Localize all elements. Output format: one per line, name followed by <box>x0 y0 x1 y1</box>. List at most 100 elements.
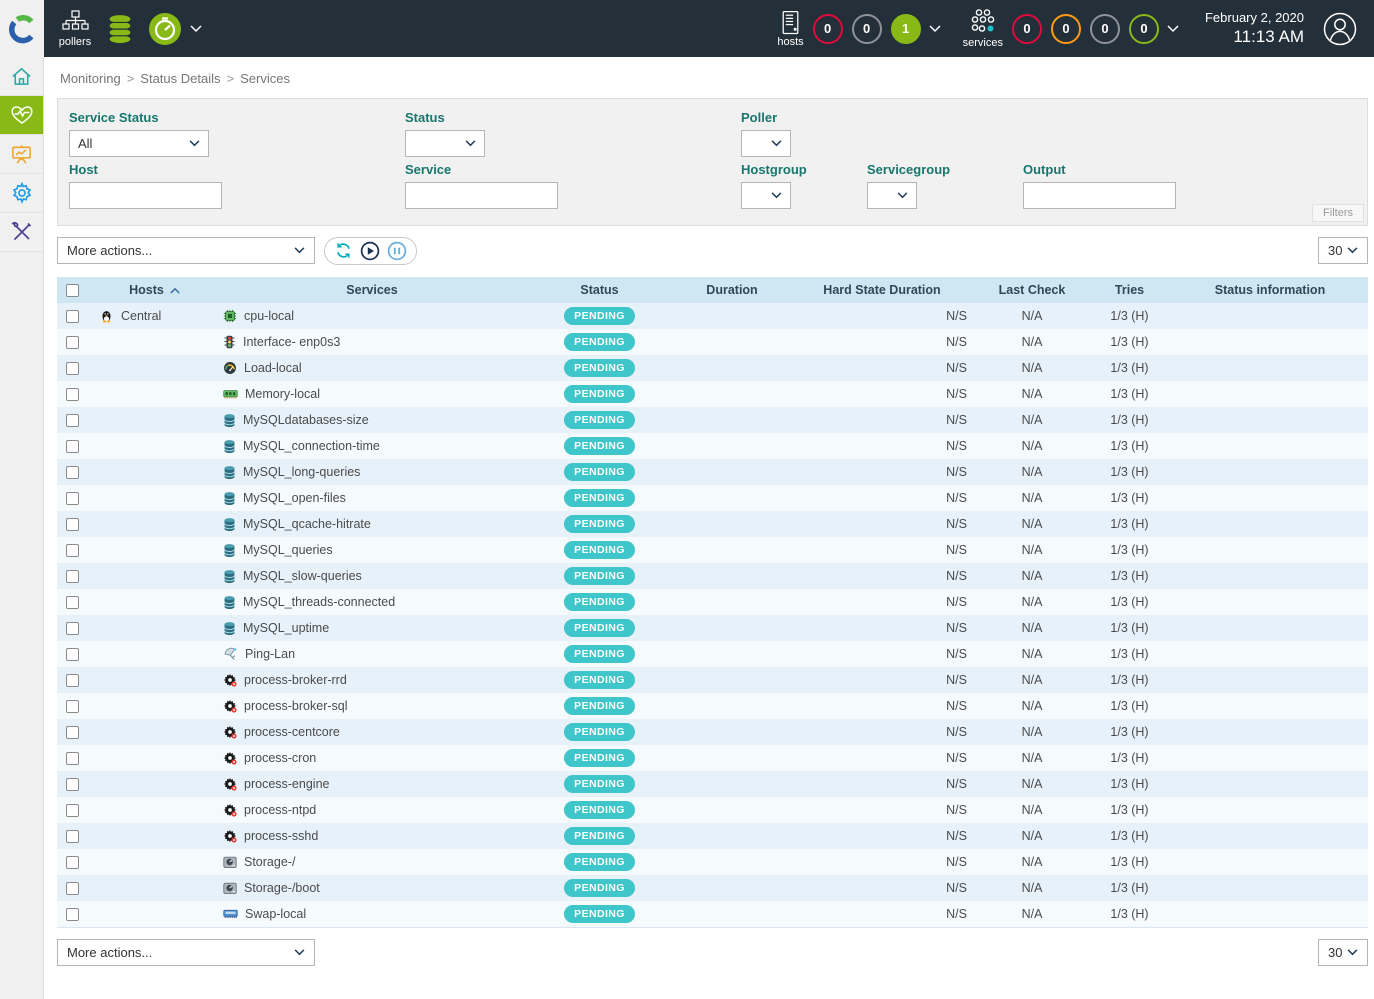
row-checkbox[interactable] <box>66 492 79 505</box>
poller-select[interactable] <box>741 130 791 157</box>
row-checkbox[interactable] <box>66 700 79 713</box>
column-header-tries[interactable]: Tries <box>1087 283 1172 297</box>
service-name[interactable]: Interface- enp0s3 <box>243 335 340 349</box>
row-checkbox[interactable] <box>66 856 79 869</box>
service-name[interactable]: Storage-/boot <box>244 881 320 895</box>
output-input[interactable] <box>1023 182 1176 209</box>
service-name[interactable]: Memory-local <box>245 387 320 401</box>
row-checkbox[interactable] <box>66 388 79 401</box>
column-header-duration[interactable]: Duration <box>677 283 787 297</box>
services-warning-badge[interactable]: 0 <box>1051 14 1081 44</box>
sidebar-item-administration[interactable] <box>0 213 43 252</box>
row-checkbox[interactable] <box>66 570 79 583</box>
service-name[interactable]: MySQLdatabases-size <box>243 413 369 427</box>
column-header-hard-state-duration[interactable]: Hard State Duration <box>787 283 977 297</box>
service-name[interactable]: Ping-Lan <box>245 647 295 661</box>
sidebar-item-configuration[interactable] <box>0 174 43 213</box>
row-checkbox[interactable] <box>66 882 79 895</box>
column-header-status-information[interactable]: Status information <box>1172 283 1368 297</box>
service-name[interactable]: MySQL_queries <box>243 543 333 557</box>
row-checkbox[interactable] <box>66 622 79 635</box>
service-status-select[interactable]: All <box>69 130 209 157</box>
row-checkbox[interactable] <box>66 596 79 609</box>
service-name[interactable]: process-ntpd <box>244 803 316 817</box>
user-avatar[interactable] <box>1322 11 1358 47</box>
breadcrumb-item[interactable]: Status Details <box>140 71 220 86</box>
services-menu[interactable]: services <box>963 8 1003 49</box>
sidebar-item-home[interactable] <box>0 57 43 96</box>
servicegroup-select[interactable] <box>867 182 917 209</box>
hosts-unknown-badge[interactable]: 0 <box>852 14 882 44</box>
service-name[interactable]: MySQL_threads-connected <box>243 595 395 609</box>
row-checkbox[interactable] <box>66 674 79 687</box>
page-size-select-bottom[interactable]: 30 <box>1318 939 1368 966</box>
breadcrumb-item[interactable]: Services <box>240 71 290 86</box>
service-name[interactable]: MySQL_long-queries <box>243 465 360 479</box>
service-name[interactable]: process-centcore <box>244 725 340 739</box>
service-name[interactable]: process-sshd <box>244 829 318 843</box>
more-actions-select[interactable]: More actions... <box>57 237 315 264</box>
row-checkbox[interactable] <box>66 362 79 375</box>
service-name[interactable]: MySQL_uptime <box>243 621 329 635</box>
hosts-ok-badge[interactable]: 1 <box>891 14 921 44</box>
row-checkbox[interactable] <box>66 908 79 921</box>
tries-cell: 1/3 (H) <box>1087 751 1172 765</box>
service-name[interactable]: process-broker-sql <box>244 699 348 713</box>
service-name[interactable]: cpu-local <box>244 309 294 323</box>
service-name[interactable]: MySQL_connection-time <box>243 439 380 453</box>
row-checkbox[interactable] <box>66 518 79 531</box>
service-name[interactable]: Storage-/ <box>244 855 295 869</box>
database-status-icon[interactable] <box>106 14 134 44</box>
hosts-chevron-down-icon[interactable] <box>929 25 941 33</box>
refresh-button[interactable] <box>334 241 353 260</box>
row-checkbox[interactable] <box>66 804 79 817</box>
poller-state-icon[interactable] <box>148 12 182 46</box>
service-name[interactable]: MySQL_slow-queries <box>243 569 362 583</box>
services-critical-badge[interactable]: 0 <box>1012 14 1042 44</box>
service-name[interactable]: process-broker-rrd <box>244 673 347 687</box>
sidebar-item-reporting[interactable] <box>0 135 43 174</box>
row-checkbox[interactable] <box>66 440 79 453</box>
column-header-last-check[interactable]: Last Check <box>977 283 1087 297</box>
row-checkbox[interactable] <box>66 310 79 323</box>
column-header-status[interactable]: Status <box>522 283 677 297</box>
pause-button[interactable] <box>387 241 407 261</box>
row-checkbox[interactable] <box>66 544 79 557</box>
status-select[interactable] <box>405 130 485 157</box>
host-name[interactable]: Central <box>121 309 161 323</box>
poller-menu-chevron-down-icon[interactable] <box>190 25 202 33</box>
services-chevron-down-icon[interactable] <box>1167 25 1179 33</box>
filters-tab[interactable]: Filters <box>1312 204 1364 222</box>
column-header-services[interactable]: Services <box>222 283 522 297</box>
service-name[interactable]: MySQL_qcache-hitrate <box>243 517 371 531</box>
sidebar-item-monitoring[interactable] <box>0 96 43 135</box>
service-input[interactable] <box>405 182 558 209</box>
row-checkbox[interactable] <box>66 466 79 479</box>
centreon-logo[interactable] <box>0 0 44 57</box>
service-name[interactable]: MySQL_open-files <box>243 491 346 505</box>
play-button[interactable] <box>360 241 380 261</box>
host-input[interactable] <box>69 182 222 209</box>
select-all-checkbox[interactable] <box>66 284 79 297</box>
hostgroup-select[interactable] <box>741 182 791 209</box>
pollers-menu[interactable]: pollers <box>58 10 92 48</box>
row-checkbox[interactable] <box>66 414 79 427</box>
service-name[interactable]: process-engine <box>244 777 329 791</box>
more-actions-select-bottom[interactable]: More actions... <box>57 939 315 966</box>
row-checkbox[interactable] <box>66 778 79 791</box>
service-name[interactable]: process-cron <box>244 751 316 765</box>
hosts-critical-badge[interactable]: 0 <box>813 14 843 44</box>
row-checkbox[interactable] <box>66 726 79 739</box>
row-checkbox[interactable] <box>66 830 79 843</box>
row-checkbox[interactable] <box>66 648 79 661</box>
hosts-menu[interactable]: hosts <box>777 10 803 48</box>
service-name[interactable]: Load-local <box>244 361 302 375</box>
row-checkbox[interactable] <box>66 336 79 349</box>
services-ok-badge[interactable]: 0 <box>1129 14 1159 44</box>
service-name[interactable]: Swap-local <box>245 907 306 921</box>
page-size-select-top[interactable]: 30 <box>1318 237 1368 264</box>
column-header-hosts[interactable]: Hosts <box>87 283 222 297</box>
breadcrumb-item[interactable]: Monitoring <box>60 71 121 86</box>
row-checkbox[interactable] <box>66 752 79 765</box>
services-unknown-badge[interactable]: 0 <box>1090 14 1120 44</box>
